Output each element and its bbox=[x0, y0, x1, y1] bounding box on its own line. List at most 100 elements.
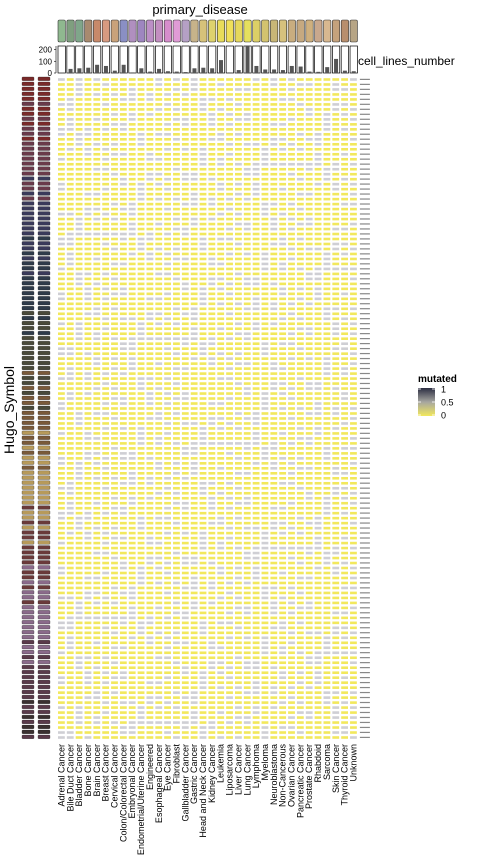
heatmap-cell bbox=[146, 372, 154, 375]
heatmap-cell bbox=[146, 581, 154, 585]
cell-lines-bars bbox=[57, 45, 358, 74]
heatmap-cell bbox=[332, 521, 340, 525]
heatmap-cell bbox=[111, 332, 118, 336]
heatmap-cell bbox=[235, 606, 242, 610]
heatmap-cell bbox=[84, 621, 92, 625]
heatmap-cell bbox=[252, 297, 260, 301]
heatmap-cell bbox=[199, 736, 207, 739]
heatmap-cell bbox=[111, 486, 118, 490]
heatmap-cell bbox=[332, 297, 340, 301]
heatmap-cell bbox=[323, 232, 331, 236]
heatmap-cell bbox=[279, 307, 287, 311]
heatmap-cell bbox=[350, 586, 357, 590]
heatmap-cell bbox=[341, 152, 348, 156]
heatmap-cell bbox=[128, 152, 136, 156]
heatmap-cell bbox=[137, 631, 145, 635]
heatmap-cell bbox=[226, 596, 233, 600]
heatmap-cell bbox=[137, 262, 145, 266]
disease-color-cell bbox=[190, 19, 199, 43]
heatmap-cell bbox=[341, 302, 348, 306]
heatmap-cell bbox=[296, 407, 304, 410]
heatmap-cell bbox=[314, 616, 322, 620]
heatmap-cell bbox=[164, 721, 171, 724]
heatmap-cell bbox=[305, 486, 313, 490]
heatmap-cell bbox=[190, 292, 198, 296]
heatmap-cell bbox=[164, 88, 171, 91]
heatmap-cell bbox=[164, 462, 171, 465]
heatmap-cell bbox=[270, 113, 278, 116]
heatmap-cell bbox=[305, 472, 313, 475]
heatmap-cell bbox=[252, 476, 260, 480]
heatmap-cell bbox=[75, 706, 83, 709]
heatmap-cell bbox=[119, 217, 127, 221]
heatmap-cell bbox=[332, 128, 340, 131]
heatmap-cell bbox=[119, 123, 127, 126]
heatmap-cell bbox=[199, 531, 207, 535]
heatmap-cell bbox=[199, 661, 207, 665]
row-label-mark bbox=[359, 447, 370, 449]
heatmap-cell bbox=[261, 138, 269, 141]
heatmap-cell bbox=[332, 98, 340, 101]
heatmap-cell bbox=[119, 392, 127, 395]
heatmap-cell bbox=[181, 452, 189, 455]
row-label-mark bbox=[359, 462, 370, 464]
heatmap-cell bbox=[235, 247, 242, 251]
heatmap-cell bbox=[155, 342, 163, 345]
heatmap-cell bbox=[314, 267, 322, 271]
heatmap-cell bbox=[75, 252, 83, 256]
heatmap-cell bbox=[75, 606, 83, 610]
heatmap-cell bbox=[314, 202, 322, 206]
heatmap-cell bbox=[164, 457, 171, 460]
heatmap-cell bbox=[350, 462, 357, 465]
heatmap-cell bbox=[305, 686, 313, 689]
heatmap-cell bbox=[288, 302, 295, 306]
heatmap-cell bbox=[137, 701, 145, 704]
heatmap-cell bbox=[58, 486, 65, 490]
heatmap-cell bbox=[190, 437, 198, 440]
heatmap-cell bbox=[341, 636, 348, 640]
heatmap-cell bbox=[84, 656, 92, 660]
row-annotation-cell bbox=[21, 316, 35, 321]
heatmap-cell bbox=[323, 676, 331, 679]
heatmap-cell bbox=[111, 651, 118, 655]
heatmap-cell bbox=[190, 327, 198, 331]
row-annotation-cell bbox=[21, 121, 35, 126]
heatmap-cell bbox=[58, 511, 65, 515]
cell-lines-bar bbox=[130, 72, 135, 73]
heatmap-cell bbox=[296, 596, 304, 600]
heatmap-cell bbox=[323, 626, 331, 630]
heatmap-cell bbox=[261, 691, 269, 694]
heatmap-cell bbox=[58, 172, 65, 176]
row-label-mark bbox=[359, 547, 370, 549]
heatmap-cell bbox=[102, 661, 110, 665]
heatmap-cell bbox=[288, 526, 295, 530]
heatmap-cell bbox=[217, 162, 225, 166]
heatmap-cell bbox=[350, 357, 357, 360]
heatmap-cell bbox=[146, 342, 154, 345]
heatmap-cell bbox=[199, 407, 207, 410]
heatmap-cell bbox=[296, 511, 304, 515]
row-annotation-cell bbox=[37, 331, 51, 336]
heatmap-cell bbox=[314, 561, 322, 565]
heatmap-cell bbox=[164, 636, 171, 640]
heatmap-cell bbox=[137, 382, 145, 385]
heatmap-cell bbox=[137, 606, 145, 610]
heatmap-cell bbox=[288, 297, 295, 301]
heatmap-cell bbox=[252, 516, 260, 520]
row-annotation-cell bbox=[37, 241, 51, 246]
heatmap-cell bbox=[66, 486, 74, 490]
row-annotation-cell bbox=[21, 570, 35, 575]
heatmap-cell bbox=[243, 476, 251, 480]
heatmap-cell bbox=[199, 262, 207, 266]
heatmap-cell bbox=[128, 462, 136, 465]
row-label-mark bbox=[359, 83, 370, 85]
heatmap-cell bbox=[137, 113, 145, 116]
heatmap-cell bbox=[235, 327, 242, 331]
heatmap-cell bbox=[155, 696, 163, 699]
heatmap-cell bbox=[93, 452, 101, 455]
disease-color-cell bbox=[349, 19, 358, 43]
heatmap-cell bbox=[66, 641, 74, 645]
heatmap-cell bbox=[146, 661, 154, 665]
heatmap-cell bbox=[332, 147, 340, 151]
heatmap-cell bbox=[261, 327, 269, 331]
